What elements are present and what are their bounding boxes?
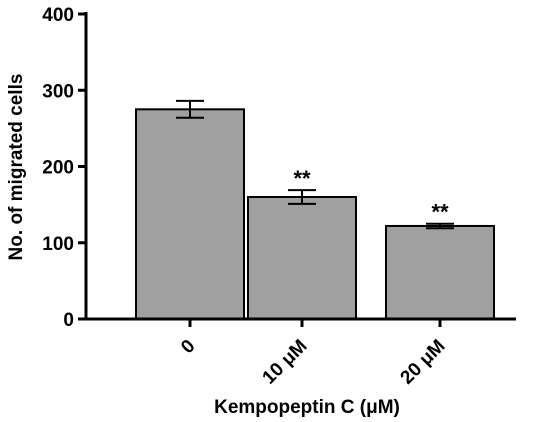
y-tick-label-0: 0 <box>63 310 74 331</box>
x-tick-label-1: 10 μM <box>259 336 312 389</box>
y-tick-label-2: 200 <box>42 158 74 179</box>
bar-2 <box>385 224 495 321</box>
significance-annotations: ** ** <box>293 166 449 225</box>
bar-0 <box>135 108 245 320</box>
x-tick-label-0: 0 <box>177 336 199 358</box>
significance-label-2: ** <box>431 200 449 225</box>
bar-1 <box>247 196 357 320</box>
significance-label-1: ** <box>293 166 311 191</box>
y-tick-label-1: 100 <box>42 234 74 255</box>
x-axis-title: Kempopeptin C (μM) <box>214 397 400 418</box>
ticks: 0 100 200 300 400 0 10 μM 20 μM <box>42 5 449 389</box>
error-bars <box>176 99 454 230</box>
y-axis-title: No. of migrated cells <box>6 74 27 261</box>
y-tick-label-3: 300 <box>42 81 74 102</box>
y-tick-label-4: 400 <box>42 5 74 26</box>
x-tick-label-2: 20 μM <box>397 336 450 389</box>
